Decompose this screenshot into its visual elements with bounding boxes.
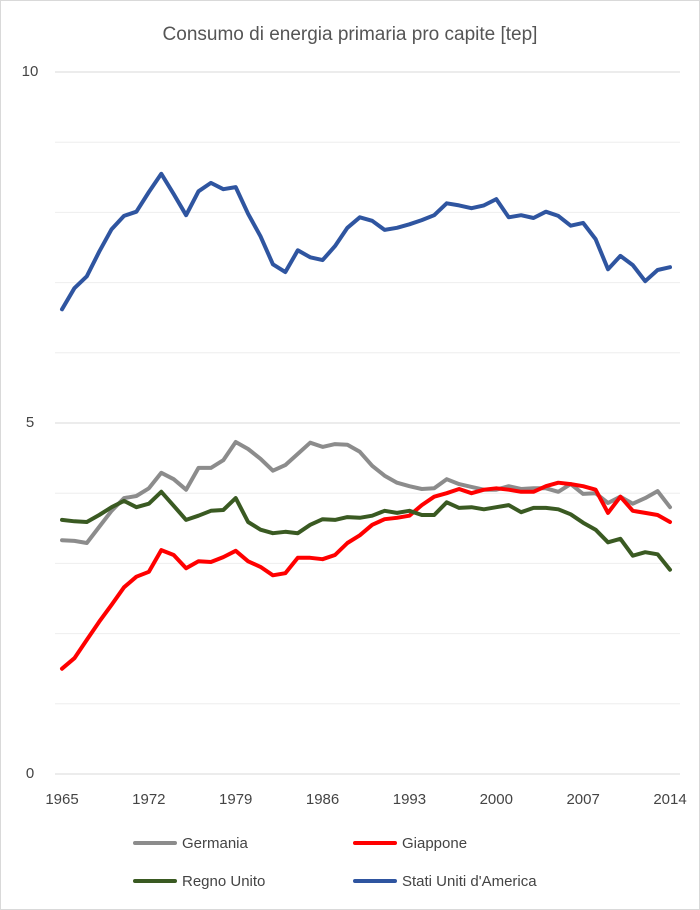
x-tick-label: 1972 [132,791,165,808]
x-tick-label: 1993 [393,791,426,808]
x-tick-label: 2007 [566,791,599,808]
data-line [60,171,672,312]
x-tick-label: 2014 [653,791,686,808]
legend-label: Giappone [402,835,467,852]
legend-label: Germania [182,835,249,852]
y-tick-label: 10 [22,63,39,80]
data-line [60,480,672,671]
legend-label: Stati Uniti d'America [402,873,537,890]
x-tick-label: 1965 [45,791,78,808]
x-tick-label: 2000 [480,791,513,808]
chart-title: Consumo di energia primaria pro capite [… [163,24,538,45]
y-tick-label: 0 [26,765,34,782]
x-tick-label: 1986 [306,791,339,808]
y-tick-label: 5 [26,414,34,431]
data-line [60,489,672,572]
x-tick-label: 1979 [219,791,252,808]
legend-label: Regno Unito [182,873,265,890]
